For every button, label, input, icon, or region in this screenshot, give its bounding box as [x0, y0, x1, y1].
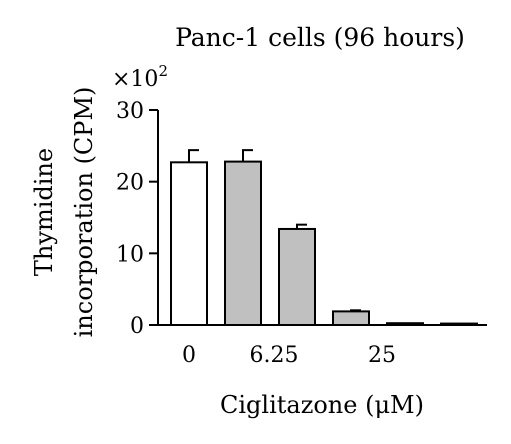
- y-multiplier-exponent: 2: [158, 62, 168, 80]
- y-multiplier: ×102: [112, 62, 168, 92]
- bar: [278, 227, 316, 326]
- bar: [440, 322, 478, 327]
- y-tick-label: 20: [116, 171, 144, 196]
- y-axis-label: Thymidine incorporation (CPM): [30, 87, 98, 338]
- x-tick-label: 0: [182, 343, 196, 368]
- y-ticks: 0 10 20 30: [116, 99, 158, 339]
- chart-title: Panc-1 cells (96 hours): [175, 23, 465, 52]
- bar: [224, 160, 262, 326]
- x-tick-label: 6.25: [250, 343, 299, 368]
- x-axis-label: Ciglitazone (μM): [220, 391, 424, 419]
- y-multiplier-base: ×10: [112, 67, 158, 92]
- y-axis-label-line1: Thymidine: [30, 148, 58, 276]
- x-ticks: 0 6.25 25: [182, 343, 396, 368]
- bars: [170, 149, 478, 327]
- y-tick-label: 10: [116, 242, 144, 267]
- bar: [386, 322, 424, 327]
- bar: [332, 310, 370, 326]
- y-axis-label-line2: incorporation (CPM): [70, 87, 98, 338]
- bar: [170, 161, 208, 326]
- y-tick-label: 30: [116, 99, 144, 124]
- x-tick-label: 25: [368, 343, 396, 368]
- y-tick-label: 0: [130, 314, 144, 339]
